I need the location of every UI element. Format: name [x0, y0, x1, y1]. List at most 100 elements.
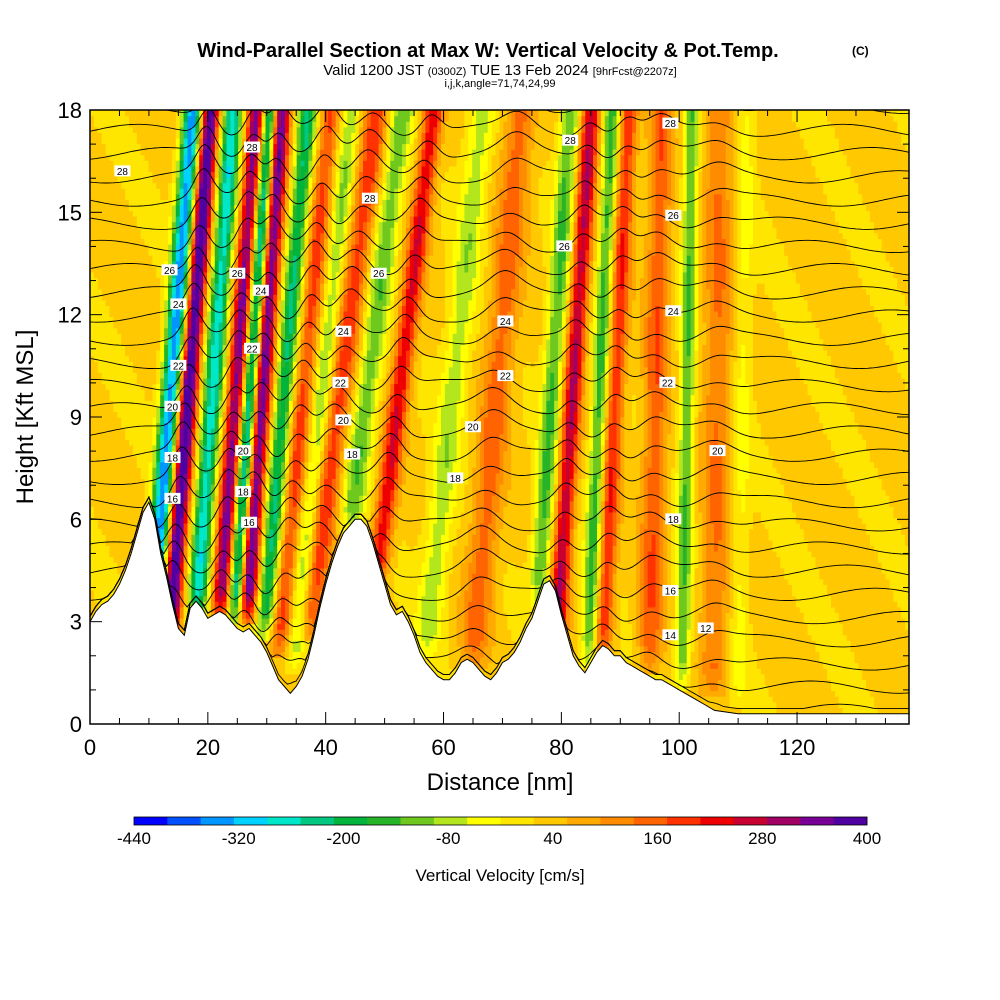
- velocity-cell: [133, 188, 138, 194]
- velocity-cell: [266, 143, 271, 149]
- velocity-cell: [223, 361, 228, 367]
- velocity-cell: [262, 551, 267, 557]
- velocity-cell: [203, 490, 208, 496]
- velocity-cell: [145, 155, 150, 161]
- velocity-cell: [293, 194, 298, 200]
- velocity-cell: [184, 462, 189, 468]
- velocity-cell: [168, 216, 173, 222]
- velocity-cell: [184, 177, 189, 183]
- velocity-cell: [125, 534, 130, 540]
- velocity-cell: [219, 255, 224, 261]
- velocity-cell: [110, 372, 115, 378]
- velocity-cell: [129, 473, 134, 479]
- velocity-cell: [164, 216, 169, 222]
- velocity-cell: [269, 149, 274, 155]
- velocity-cell: [117, 199, 122, 205]
- velocity-cell: [191, 467, 196, 473]
- velocity-cell: [297, 350, 302, 356]
- velocity-cell: [106, 188, 111, 194]
- velocity-cell: [242, 183, 247, 189]
- velocity-cell: [102, 417, 107, 423]
- velocity-cell: [285, 506, 290, 512]
- velocity-cell: [242, 423, 247, 429]
- velocity-cell: [156, 227, 161, 233]
- velocity-cell: [266, 183, 271, 189]
- velocity-cell: [258, 244, 263, 250]
- velocity-cell: [133, 160, 138, 166]
- velocity-cell: [141, 484, 146, 490]
- velocity-cell: [234, 389, 239, 395]
- velocity-cell: [266, 557, 271, 563]
- velocity-cell: [269, 372, 274, 378]
- velocity-cell: [258, 367, 263, 373]
- velocity-cell: [273, 222, 278, 228]
- velocity-cell: [121, 300, 126, 306]
- velocity-cell: [246, 300, 251, 306]
- velocity-cell: [250, 473, 255, 479]
- velocity-cell: [149, 484, 154, 490]
- velocity-cell: [254, 305, 258, 311]
- velocity-cell: [98, 272, 103, 278]
- velocity-cell: [152, 238, 157, 244]
- velocity-cell: [242, 562, 247, 568]
- velocity-cell: [106, 350, 111, 356]
- velocity-cell: [223, 333, 228, 339]
- velocity-cell: [152, 473, 157, 479]
- velocity-cell: [195, 428, 200, 434]
- velocity-cell: [234, 406, 239, 412]
- velocity-cell: [168, 378, 173, 384]
- velocity-cell: [227, 205, 232, 211]
- velocity-cell: [129, 490, 134, 496]
- velocity-cell: [156, 266, 161, 272]
- velocity-cell: [149, 378, 154, 384]
- velocity-cell: [250, 222, 255, 228]
- velocity-cell: [172, 250, 177, 256]
- velocity-cell: [301, 607, 306, 613]
- velocity-cell: [188, 534, 193, 540]
- velocity-cell: [269, 646, 274, 652]
- velocity-cell: [219, 266, 224, 272]
- velocity-cell: [269, 551, 274, 557]
- velocity-cell: [110, 250, 115, 256]
- velocity-cell: [297, 395, 302, 401]
- velocity-cell: [301, 584, 306, 590]
- velocity-cell: [125, 384, 130, 390]
- velocity-cell: [289, 467, 294, 473]
- velocity-cell: [215, 205, 220, 211]
- velocity-cell: [230, 367, 235, 373]
- velocity-cell: [195, 484, 200, 490]
- velocity-cell: [117, 127, 122, 133]
- velocity-cell: [113, 467, 118, 473]
- velocity-cell: [188, 227, 193, 233]
- velocity-cell: [152, 490, 157, 496]
- velocity-cell: [254, 545, 258, 551]
- velocity-cell: [203, 400, 208, 406]
- velocity-cell: [195, 512, 200, 518]
- velocity-cell: [141, 406, 146, 412]
- velocity-cell: [234, 568, 239, 574]
- velocity-cell: [184, 250, 189, 256]
- velocity-cell: [168, 372, 173, 378]
- velocity-cell: [98, 367, 103, 373]
- velocity-cell: [246, 311, 251, 317]
- velocity-cell: [176, 473, 181, 479]
- velocity-cell: [117, 529, 122, 535]
- velocity-cell: [242, 406, 247, 412]
- velocity-cell: [133, 171, 138, 177]
- velocity-cell: [242, 434, 247, 440]
- velocity-cell: [227, 160, 232, 166]
- velocity-cell: [125, 244, 130, 250]
- velocity-cell: [121, 350, 126, 356]
- velocity-cell: [281, 668, 286, 674]
- velocity-cell: [94, 367, 99, 373]
- velocity-cell: [164, 417, 169, 423]
- velocity-cell: [117, 294, 122, 300]
- velocity-cell: [102, 406, 107, 412]
- velocity-cell: [285, 132, 290, 138]
- velocity-cell: [137, 445, 142, 451]
- velocity-cell: [242, 478, 247, 484]
- velocity-cell: [121, 266, 126, 272]
- velocity-cell: [250, 534, 255, 540]
- velocity-cell: [172, 551, 177, 557]
- velocity-cell: [277, 557, 282, 563]
